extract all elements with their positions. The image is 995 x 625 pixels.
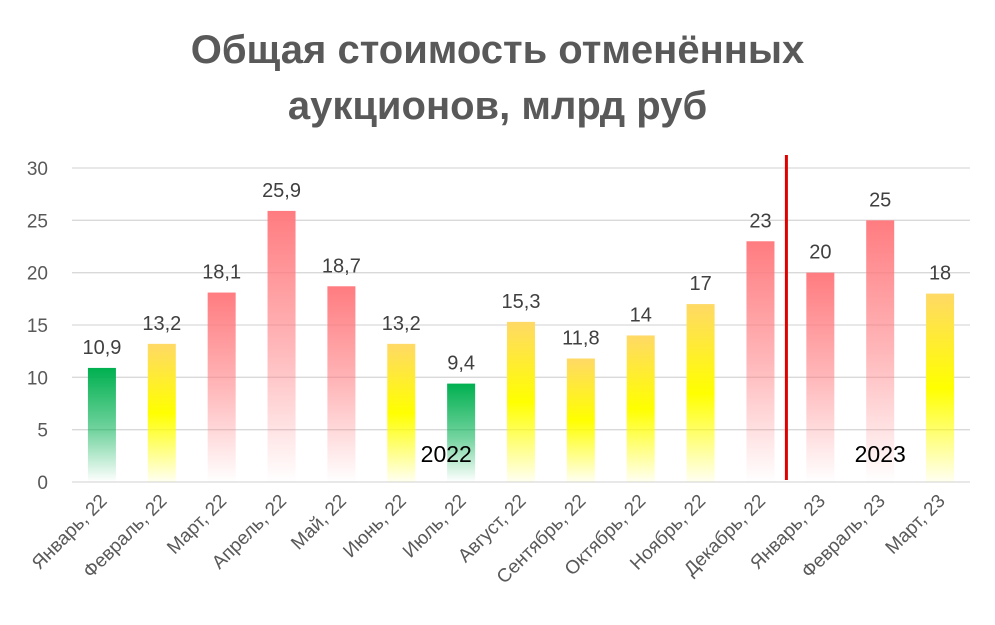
data-label: 18 <box>929 263 951 285</box>
data-label: 14 <box>630 304 652 326</box>
bar <box>447 383 476 482</box>
y-tick-label: 10 <box>27 368 48 389</box>
chart-title-line-1: Общая стоимость отменённых <box>190 28 805 72</box>
data-label: 23 <box>749 210 771 232</box>
data-label: 18,7 <box>322 255 361 277</box>
data-label: 9,4 <box>447 353 475 375</box>
bar <box>87 367 116 482</box>
bar <box>327 286 356 482</box>
chart-title: Общая стоимость отменённых аукционов, мл… <box>0 22 995 134</box>
bar <box>147 343 176 482</box>
bar <box>387 343 416 482</box>
bar <box>507 321 535 482</box>
bar <box>926 293 955 482</box>
data-label: 18,1 <box>202 262 241 284</box>
data-label: 25 <box>869 189 891 211</box>
y-tick-label: 5 <box>37 421 48 442</box>
year-label: 2023 <box>855 441 906 467</box>
bar <box>686 304 715 482</box>
y-tick-label: 25 <box>27 211 48 232</box>
bar <box>866 220 895 483</box>
bar <box>267 210 296 482</box>
data-labels: 10,9 13,2 18,1 25,9 18,7 13,2 9,4 15,3 11,8 14 17 2… <box>82 180 951 375</box>
y-axis-ticks: 0 5 10 15 20 25 30 <box>27 159 48 494</box>
annotations: 2022 2023 <box>421 155 906 480</box>
y-tick-label: 15 <box>27 316 48 337</box>
data-label: 17 <box>689 273 711 295</box>
bar <box>626 335 655 482</box>
y-tick-label: 30 <box>27 159 48 180</box>
data-label: 15,3 <box>502 291 541 313</box>
y-tick-label: 20 <box>27 264 48 285</box>
data-label: 13,2 <box>142 313 181 335</box>
x-tick-label: Июнь, 22 <box>339 491 410 562</box>
data-label: 20 <box>809 242 831 264</box>
bar <box>207 292 236 482</box>
data-label: 13,2 <box>382 313 421 335</box>
bar <box>746 241 775 482</box>
y-tick-label: 0 <box>37 473 48 494</box>
bars <box>87 210 955 483</box>
x-tick-label: Март, 23 <box>882 491 950 559</box>
bar <box>806 272 835 482</box>
data-label: 25,9 <box>262 180 301 202</box>
data-label: 10,9 <box>82 337 121 359</box>
bar <box>566 358 595 482</box>
year-label: 2022 <box>421 441 472 467</box>
chart-title-line-2: аукционов, млрд руб <box>287 84 708 128</box>
data-label: 11,8 <box>562 327 599 349</box>
